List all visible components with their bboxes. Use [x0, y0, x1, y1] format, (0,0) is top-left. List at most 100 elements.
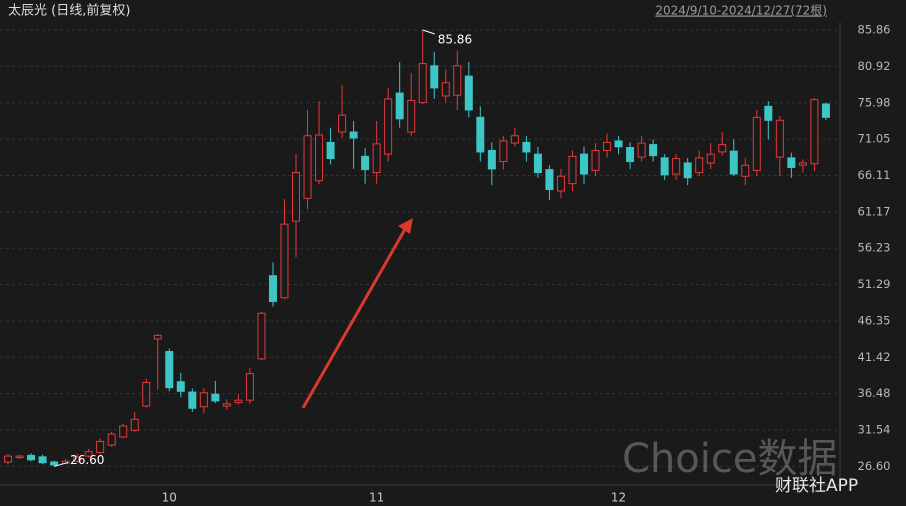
candle-body — [626, 147, 635, 163]
candle-body — [695, 157, 704, 174]
candle-body — [407, 99, 416, 133]
y-tick-label: 41.42 — [858, 350, 891, 364]
y-tick-label: 46.35 — [858, 313, 891, 327]
candle-body — [50, 461, 59, 466]
candle-body — [395, 92, 404, 120]
candle-body — [349, 131, 358, 139]
candle-body — [545, 169, 554, 191]
candle-body — [798, 162, 807, 166]
candle-body — [718, 144, 727, 153]
candle-body — [729, 150, 738, 175]
candle-body — [338, 114, 347, 133]
candle-body — [660, 157, 669, 176]
candle-body — [706, 153, 715, 164]
candle-body — [153, 334, 162, 340]
candle-body — [556, 175, 565, 192]
candle-body — [38, 456, 47, 464]
candle-body — [418, 63, 427, 104]
candle-body — [683, 162, 692, 179]
candle-body — [130, 418, 139, 431]
y-tick-label: 61.17 — [858, 204, 891, 218]
candle-body — [464, 75, 473, 111]
candle-body — [303, 135, 312, 199]
y-tick-label: 56.23 — [858, 241, 891, 255]
candle-body — [487, 149, 496, 170]
candle-body — [315, 134, 324, 182]
candle-body — [810, 99, 819, 165]
candle-body — [522, 141, 531, 153]
candle-body — [199, 392, 208, 408]
candle-body — [510, 135, 519, 144]
candle-body — [568, 155, 577, 185]
max-label: 85.86 — [438, 32, 472, 46]
candle-body — [637, 142, 646, 158]
candle-body — [165, 351, 174, 389]
candle-body — [476, 116, 485, 153]
candle-body — [15, 455, 24, 459]
candle-body — [764, 105, 773, 121]
y-tick-label: 71.05 — [858, 132, 891, 146]
candle-body — [441, 82, 450, 97]
candle-body — [787, 157, 796, 168]
candle-body — [211, 393, 220, 402]
y-tick-label: 80.92 — [858, 59, 891, 73]
y-tick-label: 66.11 — [858, 168, 891, 182]
candle-body — [119, 425, 128, 438]
candle-body — [292, 172, 300, 222]
candle-body — [188, 391, 197, 409]
candle-body — [591, 149, 600, 171]
candle-body — [821, 103, 830, 118]
candle-body — [603, 141, 612, 151]
candle-body — [4, 455, 12, 463]
candle-body — [176, 381, 185, 392]
x-tick-label: 12 — [611, 491, 626, 505]
candle-body — [84, 451, 93, 457]
candle-body — [245, 373, 254, 401]
y-tick-label: 51.29 — [858, 277, 891, 291]
candle-body — [268, 275, 277, 302]
candle-body — [499, 140, 508, 163]
candle-body — [580, 153, 588, 175]
chart-title: 太辰光 (日线,前复权) — [8, 3, 130, 19]
candle-body — [326, 141, 335, 160]
candle-body — [257, 312, 266, 360]
candle-body — [234, 399, 243, 403]
y-tick-label: 75.98 — [858, 95, 891, 109]
x-tick-label: 11 — [369, 491, 384, 505]
watermark: 财联社APP — [775, 476, 858, 496]
candle-body — [752, 116, 761, 171]
pointer — [422, 29, 435, 35]
date-range: 2024/9/10-2024/12/27(72根) — [655, 4, 827, 18]
candle-body — [775, 119, 784, 158]
min-label: 26.60 — [70, 453, 104, 467]
candle-body — [372, 143, 381, 174]
candle-body — [741, 164, 750, 177]
y-tick-label: 36.48 — [858, 386, 891, 400]
arrow — [301, 223, 410, 409]
candle-body — [672, 158, 681, 175]
candle-body — [96, 440, 105, 453]
candle-body — [361, 155, 370, 171]
candle-body — [614, 140, 623, 148]
y-tick-label: 31.54 — [858, 423, 891, 437]
pointer — [53, 461, 69, 467]
candle-body — [107, 433, 116, 446]
candle-body — [649, 144, 658, 157]
arrow-head — [398, 218, 413, 234]
y-tick-label: 26.60 — [858, 459, 891, 473]
candle-body — [73, 456, 82, 462]
candle-body — [453, 65, 462, 96]
x-tick-label: 10 — [162, 491, 177, 505]
candle-body — [222, 403, 231, 407]
y-tick-label: 85.86 — [858, 22, 891, 36]
candle-body — [142, 381, 151, 407]
watermark: Choice数据 — [622, 436, 837, 482]
candle-body — [384, 98, 393, 155]
candle-body — [280, 223, 289, 299]
candle-body — [533, 153, 542, 174]
candle-body — [430, 65, 439, 89]
candle-body — [27, 454, 36, 461]
